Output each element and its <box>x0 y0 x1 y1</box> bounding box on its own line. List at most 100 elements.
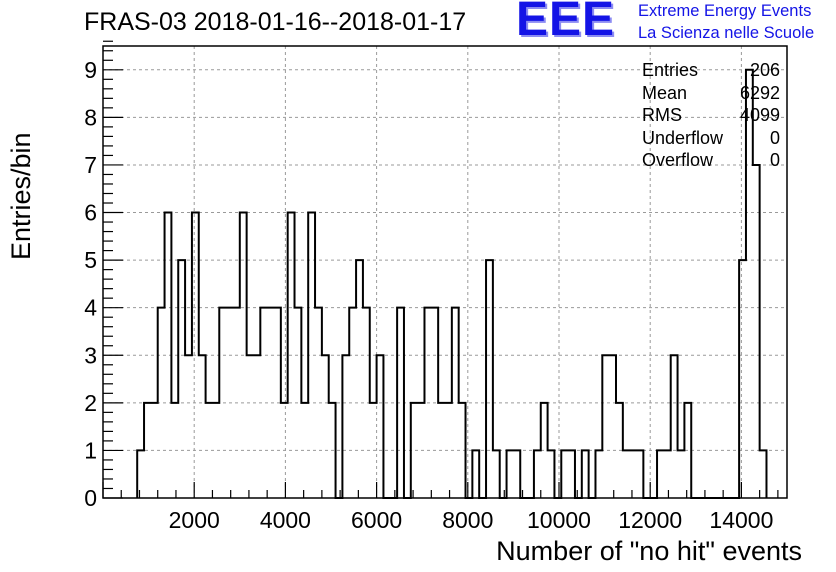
y-tick-label: 6 <box>84 200 97 226</box>
histogram-bin <box>260 308 267 498</box>
histogram-bin <box>308 213 315 498</box>
y-tick-label: 5 <box>84 247 97 273</box>
y-tick-label: 2 <box>84 390 97 416</box>
stats-value: 0 <box>769 127 780 148</box>
x-tick-label: 6000 <box>351 507 402 533</box>
stats-row-overflow: Overflow 0 <box>642 150 780 173</box>
grid-lines <box>103 46 787 498</box>
histogram-bin <box>623 450 630 498</box>
x-tick-label: 14000 <box>709 507 773 533</box>
plot-frame <box>102 45 788 499</box>
x-tick-label: 10000 <box>527 507 591 533</box>
histogram-bin <box>206 403 213 498</box>
x-tick-label: 2000 <box>169 507 220 533</box>
histogram-bin <box>445 403 452 498</box>
histogram-bin <box>342 355 349 498</box>
histogram-bin <box>329 403 336 498</box>
stats-row-entries: Entries 206 <box>642 60 780 83</box>
histogram-bin <box>274 308 281 498</box>
histogram-bin <box>411 403 418 498</box>
histogram-bin <box>616 403 623 498</box>
logo-line-2: La Scienza nelle Scuole <box>638 24 815 42</box>
histogram-bin <box>438 403 445 498</box>
histogram-bin <box>377 355 384 498</box>
histogram-bin <box>684 403 691 498</box>
histogram-bin <box>240 213 247 498</box>
histogram-bin <box>609 355 616 498</box>
histogram-bin <box>212 403 219 498</box>
tick-labels: 2000 4000 6000 8000 10000 12000 14000 0 1 2 3 4 5 6 7 8… <box>84 57 773 533</box>
histogram-bin <box>137 450 144 498</box>
histogram-bin <box>664 450 671 498</box>
stats-value: 206 <box>749 60 780 80</box>
x-axis-label: Number of "no hit" events <box>496 536 802 566</box>
histogram-bin <box>561 450 568 498</box>
stats-row-rms: RMS 4099 <box>642 105 780 128</box>
histogram-bin <box>151 403 158 498</box>
stats-value: 6292 <box>739 82 780 103</box>
histogram-bin <box>178 260 185 498</box>
histogram-bin <box>158 308 165 498</box>
y-tick-label: 9 <box>84 57 97 83</box>
y-tick-label: 0 <box>84 485 97 511</box>
histogram-bin <box>630 450 637 498</box>
histogram-bin <box>534 450 541 498</box>
histogram-bin <box>233 308 240 498</box>
x-tick-label: 12000 <box>618 507 682 533</box>
histogram-bin <box>322 355 329 498</box>
logo-mark: EEE <box>516 0 616 46</box>
histogram-bin <box>397 308 404 498</box>
histogram-bin <box>370 403 377 498</box>
histogram-bin <box>424 308 431 498</box>
histogram-bin <box>144 403 151 498</box>
stats-key: Underflow <box>642 127 724 148</box>
histogram-bin <box>171 403 178 498</box>
histogram-bin <box>349 308 356 498</box>
histogram-bin <box>165 213 172 498</box>
stats-key: Entries <box>642 60 699 80</box>
histogram-bin <box>582 450 589 498</box>
stats-value: 0 <box>769 150 780 170</box>
stats-row-underflow: Underflow 0 <box>642 128 780 151</box>
histogram-bin <box>281 403 288 498</box>
histogram-bin <box>288 213 295 498</box>
y-tick-label: 3 <box>84 342 97 368</box>
stats-key: Mean <box>642 82 688 103</box>
histogram-bin <box>493 450 500 498</box>
y-tick-label: 1 <box>84 437 97 463</box>
histogram-bin <box>637 450 644 498</box>
histogram-bin <box>568 450 575 498</box>
histogram-bin <box>247 355 254 498</box>
x-tick-label: 4000 <box>260 507 311 533</box>
stats-row-mean: Mean 6292 <box>642 83 780 106</box>
histogram-bin <box>356 260 363 498</box>
histogram-bin <box>486 260 493 498</box>
stats-key: Overflow <box>642 150 714 170</box>
histogram-bin <box>418 403 425 498</box>
histogram-bin <box>753 165 760 498</box>
histogram-bin <box>459 403 466 498</box>
histogram-bin <box>513 450 520 498</box>
stats-key: RMS <box>642 105 682 125</box>
plot-title: FRAS-03 2018-01-16--2018-01-17 <box>84 8 467 36</box>
histogram-bin <box>678 450 685 498</box>
stats-box: Entries 206 Mean 6292 RMS 4099 Underflow 0 Overf… <box>642 60 780 173</box>
axis-ticks <box>102 40 779 499</box>
histogram-bin <box>199 355 206 498</box>
y-tick-label: 8 <box>84 104 97 130</box>
histogram-bin <box>226 308 233 498</box>
histogram-bin <box>595 450 602 498</box>
histogram-bin <box>472 450 479 498</box>
x-tick-label: 8000 <box>442 507 493 533</box>
eee-logo: EEE Extreme Energy Events La Scienza nel… <box>516 0 836 48</box>
histogram-bin <box>431 308 438 498</box>
histogram-bin <box>541 403 548 498</box>
histogram-bin <box>363 308 370 498</box>
histogram-bin <box>548 450 555 498</box>
histogram-bin <box>657 450 664 498</box>
stats-value: 4099 <box>739 105 780 125</box>
histogram-bin <box>267 308 274 498</box>
histogram-bin <box>192 213 199 498</box>
